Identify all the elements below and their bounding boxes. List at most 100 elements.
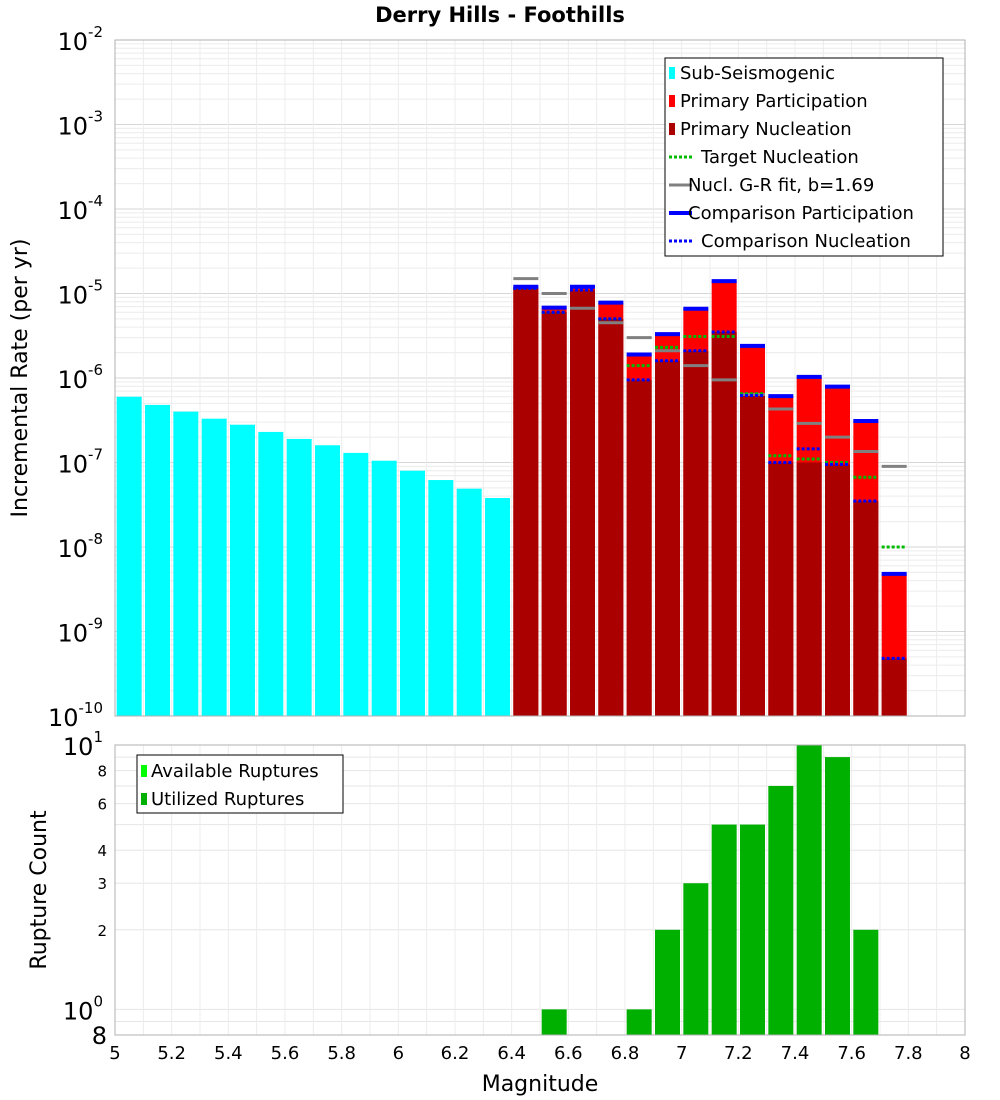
- count-y-tick-label: 8: [92, 1022, 107, 1050]
- x-tick-label: 5.2: [157, 1043, 186, 1064]
- sub-seismogenic-bar: [315, 445, 340, 716]
- primary-nucleation-bar: [683, 350, 709, 716]
- rate-y-tick-label: 10-4: [57, 192, 103, 225]
- utilized-ruptures-bar: [768, 785, 794, 1035]
- rate-legend-box: [664, 57, 944, 257]
- x-tick-label: 5.6: [271, 1043, 300, 1064]
- primary-nucleation-bar: [825, 464, 850, 716]
- chart-title: Derry Hills - Foothills: [375, 3, 625, 27]
- count-y-tick-label: 100: [63, 992, 103, 1025]
- legend-swatch: [669, 95, 675, 107]
- x-tick-label: 6: [393, 1043, 404, 1064]
- count-y-tick-label: 101: [63, 728, 103, 761]
- sub-seismogenic-bar: [343, 452, 369, 716]
- primary-nucleation-bar: [513, 288, 539, 716]
- x-tick-label: 5.8: [327, 1043, 356, 1064]
- sub-seismogenic-bar: [400, 470, 425, 716]
- rate-plot-border: [114, 39, 966, 717]
- rate-plot-y-ticks: 10-10 10-9 10-8 10-7 10-6 10-5 10-4 10-3 10-2: [48, 23, 103, 732]
- x-tick-label: 6.4: [497, 1043, 526, 1064]
- count-plot-border: [114, 744, 966, 1036]
- count-y-tick-label: 3: [97, 875, 107, 893]
- x-tick-label: 6.2: [441, 1043, 470, 1064]
- legend-label: Comparison Nucleation: [701, 231, 911, 252]
- x-tick-label: 7.8: [894, 1043, 923, 1064]
- utilized-ruptures-bar: [740, 824, 765, 1035]
- count-y-tick-label: 2: [97, 922, 107, 940]
- rate-y-tick-label: 10-6: [57, 361, 103, 394]
- rate-y-tick-label: 10-5: [57, 277, 103, 310]
- legend-label: Nucl. G-R fit, b=1.69: [688, 175, 874, 196]
- x-tick-label: 8: [959, 1043, 970, 1064]
- count-y-tick-label: 6: [97, 796, 107, 814]
- legend-label: Sub-Seismogenic: [680, 63, 835, 84]
- primary-nucleation-bar: [740, 395, 765, 716]
- x-tick-label: 7.2: [724, 1043, 753, 1064]
- primary-nucleation-bar: [853, 501, 879, 716]
- legend-label: Available Ruptures: [151, 761, 319, 782]
- rate-y-tick-label: 10-3: [57, 108, 103, 141]
- legend-label: Comparison Participation: [688, 203, 914, 224]
- sub-seismogenic-bar: [371, 460, 397, 716]
- sub-seismogenic-bar: [485, 498, 510, 716]
- count-y-tick-label: 8: [97, 763, 107, 781]
- primary-nucleation-bar: [768, 462, 794, 716]
- utilized-ruptures-bar: [825, 757, 850, 1035]
- sub-seismogenic-bar: [201, 418, 227, 716]
- rate-y-tick-label: 10-9: [57, 615, 103, 648]
- x-tick-label: 6.8: [611, 1043, 640, 1064]
- primary-nucleation-bar: [541, 312, 567, 716]
- utilized-ruptures-bar: [655, 929, 680, 1035]
- rate-plot: 10-10 10-9 10-8 10-7 10-6 10-5 10-4 10-3 10-2 In…: [8, 23, 966, 732]
- rate-y-tick-label: 10-2: [57, 23, 103, 56]
- count-plot-bars: [541, 745, 879, 1035]
- primary-nucleation-bar: [598, 318, 624, 716]
- legend-swatch: [669, 123, 675, 135]
- utilized-ruptures-bar: [796, 745, 822, 1035]
- x-tick-label: 7: [676, 1043, 687, 1064]
- primary-nucleation-bar: [570, 290, 595, 716]
- count-plot-legend: Available Ruptures Utilized Ruptures: [136, 754, 344, 814]
- legend-label: Target Nucleation: [700, 147, 859, 168]
- sub-seismogenic-bar: [116, 396, 142, 716]
- primary-nucleation-bar: [655, 360, 680, 716]
- count-y-tick-label: 4: [97, 842, 107, 860]
- utilized-ruptures-bar: [853, 929, 879, 1035]
- sub-seismogenic-bar: [428, 480, 454, 716]
- rate-plot-legend: Sub-Seismogenic Primary Participation Prim…: [664, 57, 944, 257]
- rate-y-tick-label: 10-8: [57, 530, 103, 563]
- legend-label: Primary Nucleation: [680, 119, 852, 140]
- primary-nucleation-bar: [711, 332, 737, 716]
- legend-swatch: [141, 793, 147, 805]
- legend-label: Primary Participation: [680, 91, 868, 112]
- x-tick-label: 6.6: [554, 1043, 583, 1064]
- utilized-ruptures-bar: [683, 883, 709, 1035]
- legend-label: Utilized Ruptures: [151, 789, 304, 810]
- legend-swatch: [669, 67, 675, 79]
- x-tick-label: 5.4: [214, 1043, 243, 1064]
- x-tick-label: 7.6: [837, 1043, 866, 1064]
- count-plot-ylabel: Rupture Count: [27, 810, 52, 970]
- sub-seismogenic-bar: [456, 488, 482, 716]
- sub-seismogenic-bar: [258, 431, 284, 716]
- rate-plot-ylabel: Incremental Rate (per yr): [8, 239, 33, 518]
- rate-plot-lines: [513, 277, 907, 660]
- utilized-ruptures-bar: [626, 1009, 652, 1035]
- utilized-ruptures-bar: [711, 824, 737, 1035]
- utilized-ruptures-bar: [541, 1009, 567, 1035]
- rate-y-tick-label: 10-7: [57, 446, 103, 479]
- primary-nucleation-bar: [796, 462, 822, 716]
- rate-y-tick-label: 10-10: [48, 699, 103, 732]
- sub-seismogenic-bar: [286, 438, 312, 716]
- legend-swatch: [141, 765, 147, 777]
- count-plot-x-ticks: 5 5.2 5.4 5.6 5.8 6 6.2 6.4 6.6 6.8 7 7.2 7.4 7.6 7.8 8: [109, 1043, 970, 1064]
- primary-nucleation-bar: [626, 379, 652, 716]
- count-legend-box: [136, 754, 344, 814]
- count-plot-xlabel: Magnitude: [482, 1072, 599, 1097]
- sub-seismogenic-bar: [230, 424, 255, 716]
- primary-nucleation-bar: [881, 658, 907, 716]
- sub-seismogenic-bar: [145, 404, 170, 716]
